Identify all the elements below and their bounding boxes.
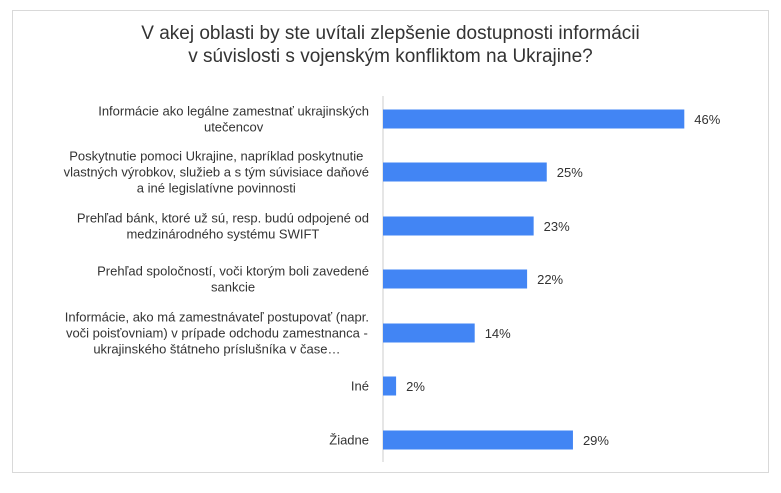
category-label-2-line-1: Poskytnutie pomoci Ukrajine, napríklad p…	[69, 149, 363, 164]
value-label-7: 29%	[583, 433, 609, 448]
category-label-2-line-2: vlastných výrobkov, služieb a s tým súvi…	[64, 165, 369, 180]
chart-title-line-1: V akej oblasti by ste uvítali zlepšenie …	[141, 23, 640, 44]
category-label-7-line-1: Žiadne	[329, 433, 369, 448]
chart-title-line-2: v súvislosti s vojenským konfliktom na U…	[188, 46, 593, 67]
category-label-6: Iné	[351, 379, 369, 394]
category-label-5-line-1: Informácie, ako má zamestnávateľ postupo…	[65, 310, 369, 325]
value-label-1: 46%	[694, 112, 720, 127]
chart-title: V akej oblasti by ste uvítali zlepšenie …	[0, 22, 781, 68]
category-label-1-line-2: utečencov	[204, 120, 264, 135]
category-label-2: Poskytnutie pomoci Ukrajine, napríklad p…	[64, 149, 369, 196]
bar-7	[383, 430, 573, 450]
bar-3	[383, 216, 534, 236]
category-label-1: Informácie ako legálne zamestnať ukrajin…	[98, 104, 369, 135]
category-label-1-line-1: Informácie ako legálne zamestnať ukrajin…	[98, 104, 369, 119]
value-label-4: 22%	[537, 272, 563, 287]
value-label-5: 14%	[485, 326, 511, 341]
category-label-4-line-2: sankcie	[211, 280, 255, 295]
category-label-7: Žiadne	[329, 433, 369, 448]
value-label-6: 2%	[406, 379, 425, 394]
bar-1	[383, 109, 685, 129]
category-label-6-line-1: Iné	[351, 379, 369, 394]
bar-6	[383, 376, 397, 396]
category-label-3: Prehľad bánk, ktoré už sú, resp. budú od…	[77, 211, 369, 242]
category-label-5: Informácie, ako má zamestnávateľ postupo…	[65, 310, 369, 357]
bar-5	[383, 323, 475, 343]
value-label-2: 25%	[557, 165, 583, 180]
bar-2	[383, 162, 547, 182]
category-label-5-line-3: ukrajinského štátneho príslušníka v čase…	[93, 342, 340, 357]
value-label-3: 23%	[544, 219, 570, 234]
category-label-4: Prehľad spoločností, voči ktorým boli za…	[97, 264, 369, 295]
chart-frame	[12, 10, 769, 473]
category-label-3-line-2: medzinárodného systému SWIFT	[126, 227, 319, 242]
category-label-5-line-2: voči poisťovniam) v prípade odchodu zame…	[66, 326, 368, 341]
category-label-2-line-3: a iné legislatívne povinnosti	[137, 181, 296, 196]
category-label-4-line-1: Prehľad spoločností, voči ktorým boli za…	[97, 264, 369, 279]
bar-4	[383, 269, 528, 289]
category-label-3-line-1: Prehľad bánk, ktoré už sú, resp. budú od…	[77, 211, 369, 226]
